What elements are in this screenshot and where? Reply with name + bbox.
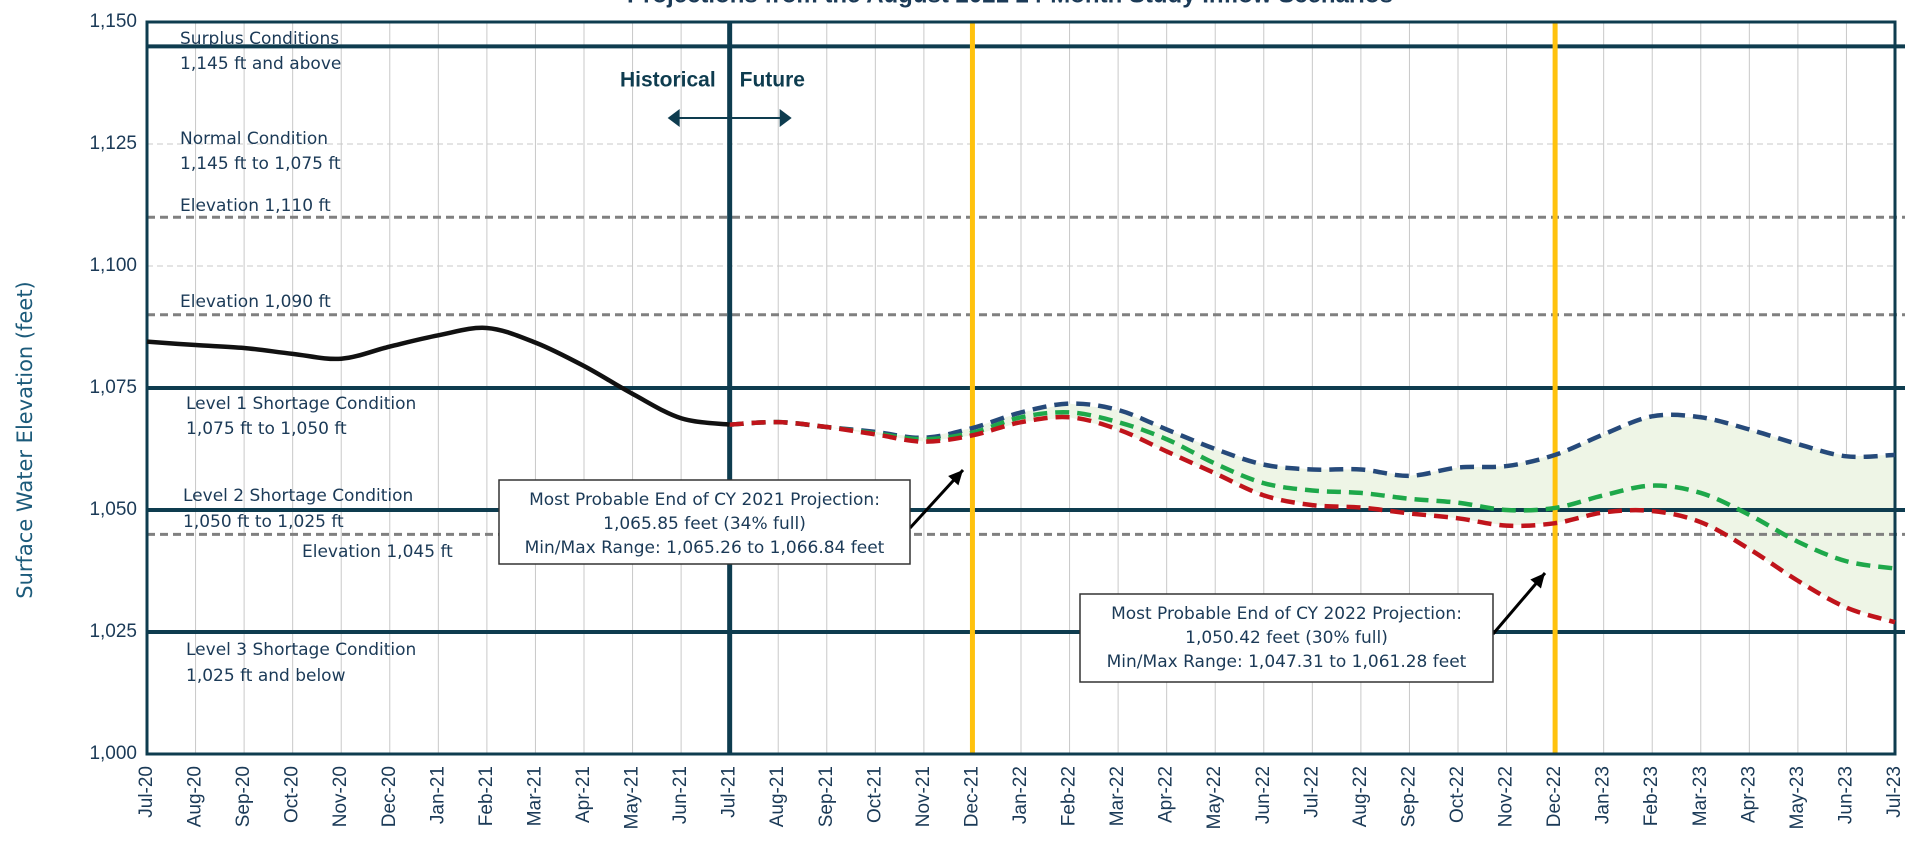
callout-text: Min/Max Range: 1,065.26 to 1,066.84 feet [525, 538, 885, 558]
zone-label: Surplus Conditions [180, 29, 339, 49]
plot-frame [145, 20, 1897, 756]
chart-title: Projections from the August 2021 24-Mont… [627, 0, 1393, 8]
x-tick-label: Jan-23 [1593, 766, 1614, 824]
zone-label: Elevation 1,045 ft [302, 542, 453, 562]
arrow-head [667, 109, 680, 127]
zone-label: Level 2 Shortage Condition [183, 486, 413, 506]
x-tick-label: Mar-23 [1690, 766, 1711, 826]
x-tick-label: May-22 [1204, 766, 1225, 829]
zone-label: Level 3 Shortage Condition [186, 640, 416, 660]
callout-text: Min/Max Range: 1,047.31 to 1,061.28 feet [1107, 652, 1467, 672]
x-tick-label: Sep-22 [1398, 766, 1419, 827]
x-tick-label: Sep-21 [816, 766, 837, 827]
x-tick-label: Nov-21 [913, 766, 934, 827]
callout-text: Most Probable End of CY 2021 Projection: [529, 490, 880, 510]
zone-label: 1,025 ft and below [186, 666, 346, 686]
zone-label: 1,145 ft to 1,075 ft [180, 154, 341, 174]
period-label: Future [740, 69, 805, 92]
series-line [146, 325, 730, 427]
callout-arrow-head [1530, 573, 1545, 589]
y-tick-label: 1,125 [89, 133, 137, 154]
x-tick-label: Jan-21 [427, 766, 448, 824]
y-tick-label: 1,050 [89, 499, 137, 520]
x-tick-label: Jun-21 [670, 766, 691, 824]
x-tick-label: Oct-22 [1447, 766, 1468, 823]
callout-text: 1,065.85 feet (34% full) [603, 514, 806, 534]
zone-label: 1,050 ft to 1,025 ft [183, 512, 344, 532]
x-tick-label: Jan-22 [1010, 766, 1031, 824]
x-tick-label: May-21 [622, 766, 643, 829]
x-tick-label: Jul-20 [136, 766, 157, 818]
x-tick-label: Jul-22 [1301, 766, 1322, 818]
x-tick-label: Sep-20 [233, 766, 254, 827]
x-tick-label: Oct-20 [282, 766, 303, 823]
zone-label: 1,145 ft and above [180, 54, 341, 74]
x-tick-label: Mar-21 [524, 766, 545, 826]
y-tick-label: 1,150 [89, 11, 137, 32]
callout-box [1079, 593, 1494, 683]
period-label: Historical [620, 69, 716, 92]
x-tick-label: Jul-23 [1884, 766, 1905, 818]
x-tick-label: Dec-21 [961, 766, 982, 827]
x-tick-label: Nov-22 [1496, 766, 1517, 827]
series-line [729, 409, 1896, 571]
x-tick-label: Jul-21 [719, 766, 740, 818]
y-tick-label: 1,100 [89, 255, 137, 276]
x-tick-label: Nov-20 [330, 766, 351, 827]
x-tick-label: Dec-20 [379, 766, 400, 827]
y-tick-label: 1,025 [89, 621, 137, 642]
y-axis-label: Surface Water Elevation (feet) [13, 281, 37, 599]
x-tick-label: Jun-22 [1253, 766, 1274, 824]
x-tick-label: Feb-21 [476, 766, 497, 826]
x-tick-label: Apr-22 [1156, 766, 1177, 823]
series-line [729, 401, 1896, 479]
zone-label: Elevation 1,110 ft [180, 196, 331, 216]
x-tick-label: May-23 [1787, 766, 1808, 829]
callout-text: 1,050.42 feet (30% full) [1185, 628, 1388, 648]
callout-box [498, 479, 911, 565]
x-tick-label: Apr-23 [1738, 766, 1759, 823]
x-tick-label: Aug-22 [1350, 766, 1371, 827]
y-tick-label: 1,075 [89, 377, 137, 398]
zone-label: 1,075 ft to 1,050 ft [186, 419, 347, 439]
x-tick-label: Aug-21 [767, 766, 788, 827]
series-line [729, 414, 1896, 625]
x-tick-label: Dec-22 [1544, 766, 1565, 827]
x-tick-label: Mar-22 [1107, 766, 1128, 826]
range-band [729, 403, 1895, 623]
arrow-head [779, 109, 792, 127]
x-tick-label: Feb-22 [1059, 766, 1080, 826]
y-tick-label: 1,000 [89, 743, 137, 764]
x-tick-label: Apr-21 [573, 766, 594, 823]
zone-label: Normal Condition [180, 129, 328, 149]
x-tick-label: Aug-20 [185, 766, 206, 827]
x-tick-label: Oct-21 [864, 766, 885, 823]
x-tick-label: Feb-23 [1641, 766, 1662, 826]
callout-text: Most Probable End of CY 2022 Projection: [1111, 604, 1462, 624]
zone-label: Level 1 Shortage Condition [186, 394, 416, 414]
zone-label: Elevation 1,090 ft [180, 292, 331, 312]
callout-arrow-head [948, 470, 963, 486]
x-tick-label: Jun-23 [1835, 766, 1856, 824]
